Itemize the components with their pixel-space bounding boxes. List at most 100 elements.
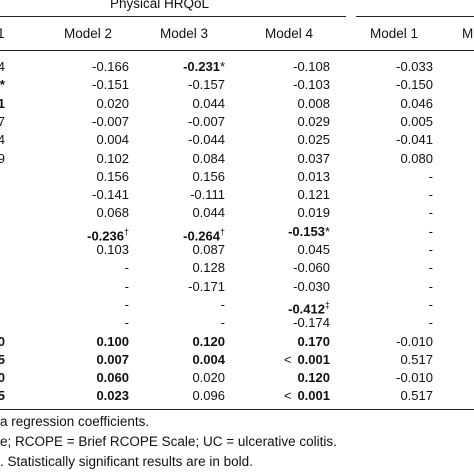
cell-value: 0.170 xyxy=(297,333,330,349)
cell-value: - xyxy=(124,260,129,276)
cell-m1-right: -0.010 xyxy=(396,333,433,349)
cell-value: 0.100 xyxy=(96,333,129,349)
left-fragment-cell: 9 xyxy=(0,150,5,166)
cell-m2: - xyxy=(59,259,129,277)
cell-m1-right: -0.150 xyxy=(396,77,433,93)
left-fragment-cell: 7 xyxy=(0,113,5,129)
cell-value: 0.120 xyxy=(192,333,225,349)
cell-value: -0.030 xyxy=(293,278,330,294)
left-fragment-cell: 4 xyxy=(0,132,5,148)
cell-value: -0.044 xyxy=(188,132,225,148)
cell-value: - xyxy=(220,296,225,312)
cell-value: -0.166 xyxy=(92,59,129,74)
cell-m4: 0.120 xyxy=(260,369,330,387)
cell-value: -0.007 xyxy=(92,113,129,129)
left-fragment-cell: 4 xyxy=(0,59,5,74)
cell-m2: 0.023 xyxy=(59,387,129,405)
cell-m3: - xyxy=(155,296,225,314)
cell-value: -0.141 xyxy=(92,187,129,203)
cell-m3: 0.020 xyxy=(155,369,225,387)
cell-value: 0.068 xyxy=(96,205,129,221)
cell-value: - xyxy=(124,278,129,294)
cell-m1-right: 0.517 xyxy=(400,351,433,367)
cell-m2: -0.151 xyxy=(59,76,129,94)
column-header: 1 xyxy=(0,26,5,41)
cell-value: -0.153 xyxy=(288,223,325,239)
cell-m2: - xyxy=(59,278,129,296)
cell-value: 0.084 xyxy=(192,150,225,166)
cell-value: 0.128 xyxy=(192,260,225,276)
significance-marker: * xyxy=(324,223,330,239)
cell-m4: 0.045 xyxy=(260,241,330,259)
cell-m4: -0.174 xyxy=(260,314,330,332)
cell-m1-right: - xyxy=(428,223,433,239)
cell-value: 0.025 xyxy=(297,132,330,148)
cell-m4: <0.001 xyxy=(260,351,330,369)
cell-m2: 0.103 xyxy=(59,241,129,259)
cell-value: 0.156 xyxy=(192,168,225,184)
cell-m2: 0.156 xyxy=(59,168,129,186)
cell-value: 0.060 xyxy=(96,370,129,386)
column-header: Model 4 xyxy=(265,26,314,41)
cell-m2: 0.102 xyxy=(59,150,129,168)
cell-value: -0.231 xyxy=(183,59,220,74)
cell-m1-right: - xyxy=(428,205,433,221)
cell-value: 0.044 xyxy=(192,205,225,221)
cell-value: -0.108 xyxy=(293,59,330,74)
significance-marker: † xyxy=(123,226,129,237)
cell-m1-right: - xyxy=(428,315,433,331)
cell-value: 0.037 xyxy=(297,150,330,166)
less-than-sign: < xyxy=(283,388,292,404)
cell-value: 0.020 xyxy=(96,95,129,111)
cell-m2: - xyxy=(59,296,129,314)
cell-m4: 0.008 xyxy=(260,95,330,113)
cell-value: 0.120 xyxy=(297,370,330,386)
cell-value: -0.103 xyxy=(293,77,330,93)
cell-m3: -0.171 xyxy=(155,278,225,296)
cell-value: -0.236 xyxy=(87,228,124,244)
cell-value: -0.174 xyxy=(293,315,330,331)
cell-value: -0.171 xyxy=(188,278,225,294)
cell-value: 0.001 xyxy=(297,351,330,367)
left-fragment-cell: 9* xyxy=(0,77,5,93)
cell-value: 0.044 xyxy=(192,95,225,111)
cell-m2: 0.068 xyxy=(59,204,129,222)
less-than-sign: < xyxy=(283,351,292,367)
cell-m4: 0.025 xyxy=(260,131,330,149)
cell-value: -0.060 xyxy=(293,260,330,276)
left-fragment-cell: 5 xyxy=(0,351,5,367)
cell-m2: 0.060 xyxy=(59,369,129,387)
cell-m4: -0.108 xyxy=(260,58,330,76)
cell-value: 0.001 xyxy=(297,388,330,404)
left-fragment-cell: 0 xyxy=(0,370,5,386)
left-fragment-cell: 1 xyxy=(0,95,5,111)
cell-value: -0.412 xyxy=(288,301,325,317)
cell-m2: -0.141 xyxy=(59,186,129,204)
cell-m1-right: - xyxy=(428,296,433,312)
cell-value: 0.102 xyxy=(96,150,129,166)
cell-m2: 0.007 xyxy=(59,351,129,369)
cell-m3: 0.128 xyxy=(155,259,225,277)
left-fragment-cell: 5 xyxy=(0,388,5,404)
cell-m1-right: - xyxy=(428,278,433,294)
cell-value: 0.029 xyxy=(297,113,330,129)
cell-m3: -0.157 xyxy=(155,76,225,94)
cell-m2: -0.007 xyxy=(59,113,129,131)
cell-m4: -0.030 xyxy=(260,278,330,296)
cell-m4: 0.121 xyxy=(260,186,330,204)
cell-value: 0.019 xyxy=(297,205,330,221)
cell-m3: -0.044 xyxy=(155,131,225,149)
significance-marker: * xyxy=(219,59,225,74)
cell-value: -0.264 xyxy=(183,228,220,244)
cell-value: 0.020 xyxy=(192,370,225,386)
cell-value: 0.087 xyxy=(192,242,225,257)
cell-value: -0.151 xyxy=(92,77,129,93)
cell-m1-right: - xyxy=(428,260,433,276)
cell-m4: -0.103 xyxy=(260,76,330,94)
cell-m1-right: -0.041 xyxy=(396,132,433,148)
cell-m1-right: - xyxy=(428,242,433,257)
cell-value: 0.008 xyxy=(297,95,330,111)
cell-m3: 0.084 xyxy=(155,150,225,168)
cell-m4: 0.037 xyxy=(260,150,330,168)
cell-m1-right: 0.080 xyxy=(400,150,433,166)
